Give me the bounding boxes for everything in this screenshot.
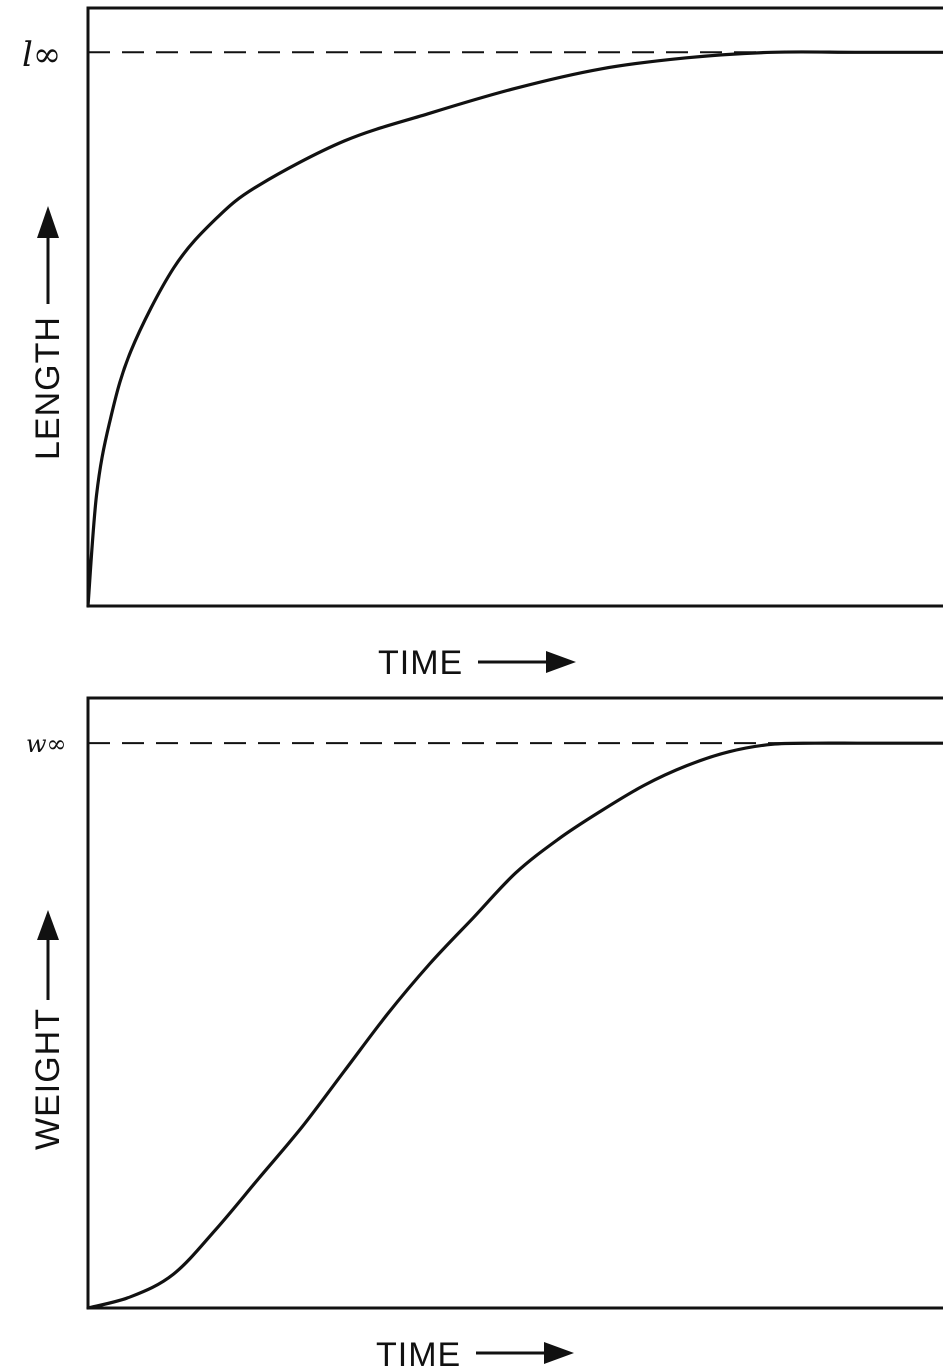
length-asymptote-label: l∞ [22, 35, 61, 75]
weight-y-axis-label-group: WEIGHT [29, 910, 67, 1150]
weight-asymptote-label: w∞ [26, 730, 67, 758]
weight-y-arrow-icon [37, 910, 59, 940]
length-plot-frame [86, 6, 943, 608]
length-chart: l∞ LENGTH TIME [22, 6, 943, 682]
length-y-axis-label-group: LENGTH [29, 206, 67, 460]
weight-x-arrow-icon [544, 1342, 574, 1364]
weight-plot-frame [86, 696, 943, 1310]
length-growth-curve [86, 50, 943, 608]
weight-x-axis-label: TIME [376, 1336, 461, 1372]
length-x-arrow-icon [546, 651, 576, 673]
length-y-axis-label: LENGTH [29, 316, 67, 460]
length-y-arrow-icon [37, 206, 59, 238]
weight-y-axis-label: WEIGHT [29, 1008, 67, 1150]
length-x-axis-label: TIME [378, 644, 463, 682]
weight-growth-curve [86, 741, 943, 1310]
weight-x-axis-label-group: TIME [376, 1336, 574, 1372]
weight-chart: w∞ WEIGHT TIME [26, 696, 943, 1372]
length-x-axis-label-group: TIME [378, 644, 576, 682]
